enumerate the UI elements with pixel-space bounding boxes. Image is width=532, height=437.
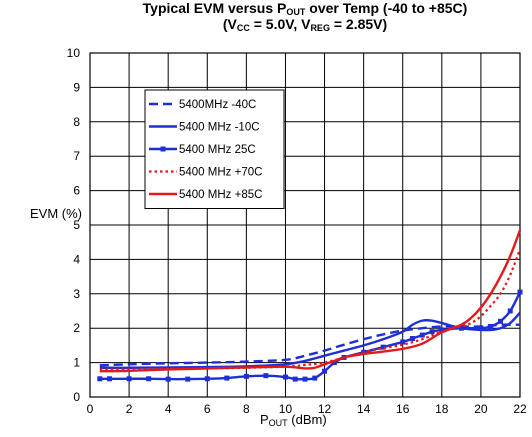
x-tick-label: 2 xyxy=(126,402,133,416)
chart-title-line2: (VCC = 5.0V, VREG = 2.85V) xyxy=(222,16,388,33)
data-point-marker xyxy=(204,376,210,382)
legend-label-2: 5400 MHz 25C xyxy=(179,144,256,156)
legend-label-4: 5400 MHz +85C xyxy=(179,189,262,201)
data-point-marker xyxy=(331,360,337,366)
data-point-marker xyxy=(224,375,230,381)
y-tick-label: 0 xyxy=(73,390,80,404)
legend-label-3: 5400 MHz +70C xyxy=(179,167,262,179)
legend-label-0: 5400MHz -40C xyxy=(179,99,256,111)
y-tick-label: 5 xyxy=(73,218,80,232)
data-point-marker xyxy=(458,325,464,331)
data-point-marker xyxy=(400,339,406,345)
data-point-marker xyxy=(488,323,494,329)
data-point-marker xyxy=(322,368,328,374)
data-point-marker xyxy=(478,325,484,331)
data-point-marker xyxy=(419,332,425,338)
y-tick-label: 3 xyxy=(73,287,80,301)
y-tick-label: 9 xyxy=(73,80,80,94)
data-point-marker xyxy=(165,376,171,382)
data-point-marker xyxy=(185,376,191,382)
data-point-marker xyxy=(380,344,386,350)
data-point-marker xyxy=(517,289,523,295)
y-tick-label: 4 xyxy=(73,252,80,266)
x-tick-label: 8 xyxy=(243,402,250,416)
series-line-4 xyxy=(99,229,522,373)
y-tick-label: 8 xyxy=(73,115,80,129)
x-tick-label: 22 xyxy=(513,402,527,416)
y-tick-label: 6 xyxy=(73,184,80,198)
data-point-marker xyxy=(107,376,113,382)
data-point-marker xyxy=(243,373,249,379)
y-tick-label: 2 xyxy=(73,321,80,335)
x-tick-label: 0 xyxy=(87,402,94,416)
data-point-marker xyxy=(126,376,132,382)
x-tick-label: 10 xyxy=(279,402,293,416)
plot-border xyxy=(89,52,521,398)
y-tick-label: 10 xyxy=(67,46,81,60)
x-tick-label: 14 xyxy=(357,402,371,416)
x-tick-label: 16 xyxy=(396,402,410,416)
x-tick-label: 6 xyxy=(204,402,211,416)
data-point-marker xyxy=(410,336,415,342)
data-point-marker xyxy=(263,373,269,379)
x-tick-label: 18 xyxy=(435,402,449,416)
data-point-marker xyxy=(282,374,288,380)
legend-marker xyxy=(160,146,166,152)
data-point-marker xyxy=(497,318,503,324)
y-axis-label: EVM (%) xyxy=(30,206,82,221)
data-point-marker xyxy=(429,329,435,335)
data-point-marker xyxy=(312,375,318,381)
x-tick-label: 20 xyxy=(474,402,488,416)
x-tick-label: 4 xyxy=(165,402,172,416)
y-tick-label: 7 xyxy=(73,149,80,163)
data-point-marker xyxy=(507,308,513,314)
data-point-marker xyxy=(97,376,103,382)
x-tick-label: 12 xyxy=(318,402,332,416)
data-point-marker xyxy=(146,376,152,382)
x-axis-label: POUT (dBm) xyxy=(260,412,327,428)
y-tick-label: 1 xyxy=(73,356,80,370)
data-point-marker xyxy=(439,327,445,333)
data-point-marker xyxy=(292,376,298,382)
legend-label-1: 5400 MHz -10C xyxy=(179,122,260,134)
data-point-marker xyxy=(302,376,308,382)
chart-title-line1: Typical EVM versus POUT over Temp (-40 t… xyxy=(142,0,468,17)
